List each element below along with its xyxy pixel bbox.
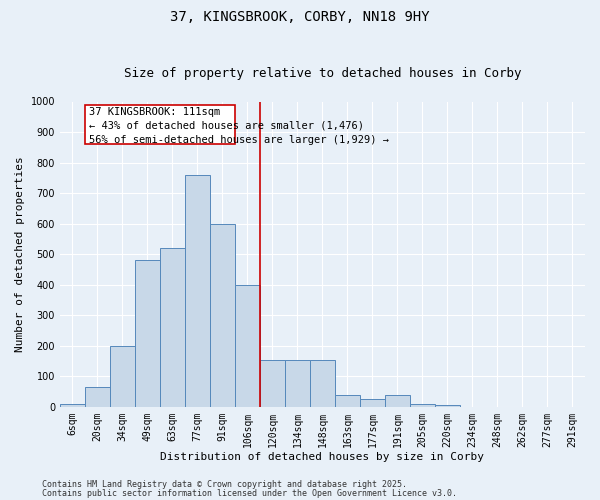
Bar	[260, 360, 285, 407]
Bar	[310, 360, 335, 407]
Y-axis label: Number of detached properties: Number of detached properties	[15, 156, 25, 352]
Bar	[435, 406, 460, 407]
Bar	[110, 346, 135, 407]
Bar	[185, 175, 210, 407]
Bar	[160, 248, 185, 407]
Bar	[60, 404, 85, 407]
Text: Contains public sector information licensed under the Open Government Licence v3: Contains public sector information licen…	[42, 488, 457, 498]
FancyBboxPatch shape	[85, 104, 235, 144]
Title: Size of property relative to detached houses in Corby: Size of property relative to detached ho…	[124, 66, 521, 80]
Bar	[85, 387, 110, 407]
Bar	[135, 260, 160, 407]
Text: 37 KINGSBROOK: 111sqm
← 43% of detached houses are smaller (1,476)
56% of semi-d: 37 KINGSBROOK: 111sqm ← 43% of detached …	[89, 107, 389, 145]
Bar	[385, 394, 410, 407]
Bar	[360, 399, 385, 407]
X-axis label: Distribution of detached houses by size in Corby: Distribution of detached houses by size …	[160, 452, 484, 462]
Text: Contains HM Land Registry data © Crown copyright and database right 2025.: Contains HM Land Registry data © Crown c…	[42, 480, 407, 489]
Bar	[410, 404, 435, 407]
Text: 37, KINGSBROOK, CORBY, NN18 9HY: 37, KINGSBROOK, CORBY, NN18 9HY	[170, 10, 430, 24]
Bar	[335, 394, 360, 407]
Bar	[210, 224, 235, 407]
Bar	[235, 284, 260, 407]
Bar	[285, 360, 310, 407]
